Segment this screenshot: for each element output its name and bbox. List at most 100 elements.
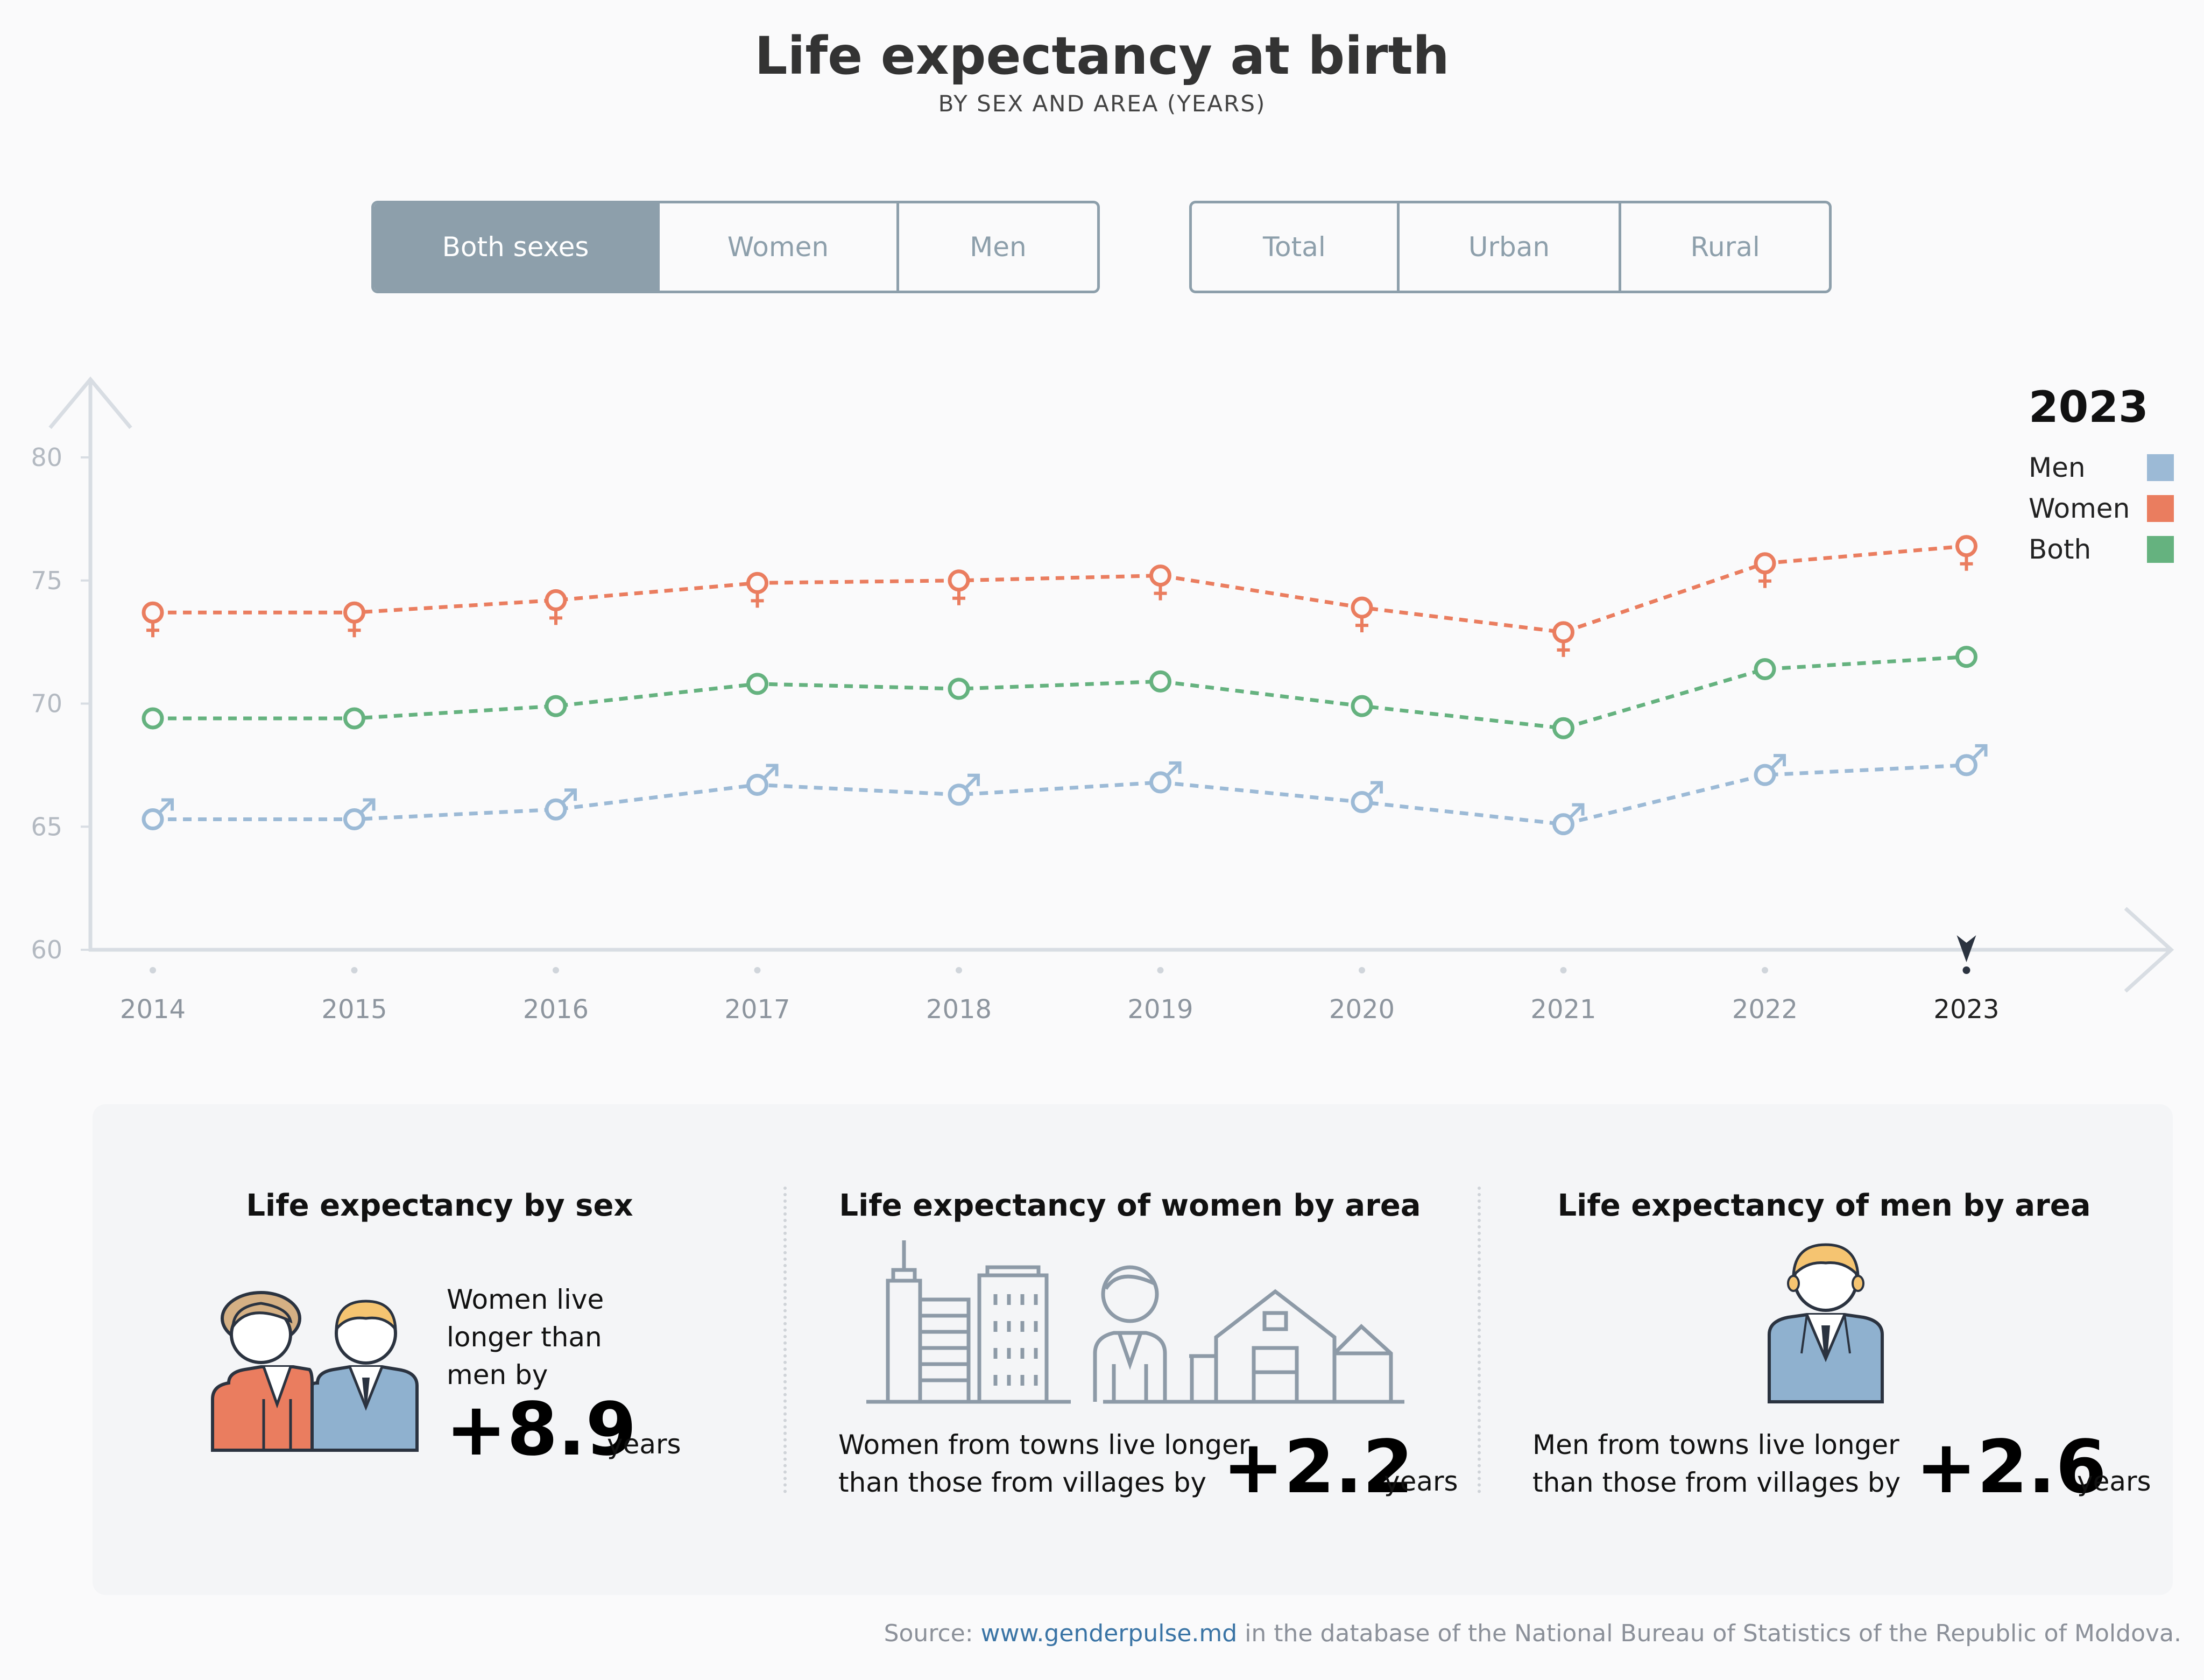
card-men-area-text: Men from towns live longer than those fr… xyxy=(1532,1426,1901,1501)
filter-rural-button[interactable]: Rural xyxy=(1619,203,1829,291)
data-point-women xyxy=(1754,552,1776,588)
male-symbol-stem xyxy=(158,800,173,814)
x-tick-dot xyxy=(553,967,559,973)
point-marker xyxy=(343,601,365,624)
male-symbol-stem xyxy=(561,790,576,804)
x-tick-label: 2022 xyxy=(1732,994,1798,1025)
male-symbol-arrow xyxy=(363,798,376,811)
x-tick-label: 2016 xyxy=(523,994,589,1025)
card-sex-text: Women live longer than men by xyxy=(447,1281,604,1394)
x-tick-label: 2017 xyxy=(724,994,790,1025)
card-women-area-title: Life expectancy of women by area xyxy=(839,1188,1421,1223)
point-marker xyxy=(746,673,768,695)
data-point-both xyxy=(948,677,970,700)
x-axis-arrow xyxy=(2124,907,2174,993)
male-symbol-stem xyxy=(359,800,374,814)
data-point-both xyxy=(343,707,365,730)
x-tick-label: 2019 xyxy=(1127,994,1193,1025)
card-women-area-unit: years xyxy=(1384,1466,1458,1497)
y-tick-label: 65 xyxy=(31,812,62,841)
y-tick-label: 70 xyxy=(31,689,62,718)
male-symbol-arrow xyxy=(766,764,779,777)
x-tick-label: 2014 xyxy=(120,994,186,1025)
card-sex-unit: years xyxy=(607,1429,681,1460)
panel-divider xyxy=(1478,1187,1481,1493)
point-marker xyxy=(1351,596,1373,619)
point-marker xyxy=(746,773,768,796)
series-line-both xyxy=(153,655,1967,730)
x-tick-label: 2018 xyxy=(926,994,992,1025)
male-symbol-stem xyxy=(1367,782,1382,797)
data-point-men xyxy=(746,764,779,796)
data-point-both xyxy=(1955,646,1977,668)
card-women-area-text-line: than those from villages by xyxy=(838,1467,1207,1498)
male-symbol-stem xyxy=(1972,745,1986,760)
point-marker xyxy=(343,808,365,831)
panel-divider xyxy=(783,1187,787,1493)
woman-and-man-icon xyxy=(211,1291,419,1452)
source-link[interactable]: www.genderpulse.md xyxy=(980,1620,1238,1647)
male-symbol-stem xyxy=(964,775,979,789)
male-symbol-arrow xyxy=(1169,761,1182,774)
y-axis-arrow xyxy=(48,376,132,429)
data-point-women xyxy=(948,569,970,605)
data-point-women xyxy=(746,571,768,608)
data-point-men xyxy=(1149,761,1182,794)
legend-swatch-men xyxy=(2147,454,2174,481)
x-tick-dot xyxy=(1560,967,1567,973)
x-tick-dot xyxy=(351,967,358,973)
point-marker xyxy=(142,707,164,730)
data-point-men xyxy=(948,773,980,806)
chart-title: Life expectancy at birth xyxy=(754,26,1450,86)
point-marker xyxy=(142,808,164,831)
card-women-area-value: +2.2 xyxy=(1223,1425,1414,1510)
male-symbol-arrow xyxy=(1371,781,1383,794)
male-symbol-stem xyxy=(1569,804,1583,819)
filter-men-button[interactable]: Men xyxy=(896,203,1097,291)
filter-both-sexes-button[interactable]: Both sexes xyxy=(374,203,658,291)
x-tick-dot xyxy=(1157,967,1164,973)
data-point-men xyxy=(1552,803,1585,836)
point-marker xyxy=(1754,552,1776,575)
y-tick-label: 75 xyxy=(31,566,62,595)
point-marker xyxy=(545,589,567,611)
series-line-men xyxy=(153,763,1967,827)
card-sex-text-line: men by xyxy=(447,1359,548,1390)
point-marker xyxy=(1552,717,1574,739)
filter-urban-button[interactable]: Urban xyxy=(1396,203,1619,291)
x-tick-dot xyxy=(1762,967,1768,973)
data-point-women xyxy=(1552,621,1574,657)
data-point-women xyxy=(1149,564,1171,601)
x-tick-dot xyxy=(1962,966,1970,974)
point-marker xyxy=(1351,791,1373,813)
male-symbol-arrow xyxy=(1975,744,1988,757)
data-point-women xyxy=(1351,596,1373,633)
legend-label-both: Both xyxy=(2029,534,2092,565)
legend-item-women: Women xyxy=(2029,493,2174,525)
x-tick-dot xyxy=(754,967,761,973)
male-symbol-arrow xyxy=(564,788,577,801)
legend-label-women: Women xyxy=(2029,493,2130,524)
card-women-area-text-line: Women from towns live longer xyxy=(838,1429,1250,1460)
selected-year-marker xyxy=(1956,935,1976,962)
data-point-women xyxy=(1955,535,1977,571)
x-tick-dot xyxy=(150,967,156,973)
point-marker xyxy=(1351,695,1373,717)
card-men-area-text-line: than those from villages by xyxy=(1532,1467,1901,1498)
point-marker xyxy=(948,783,970,806)
filter-women-button[interactable]: Women xyxy=(657,203,896,291)
point-marker xyxy=(1754,764,1776,786)
filter-total-button[interactable]: Total xyxy=(1262,231,1326,263)
x-tick-dot xyxy=(956,967,962,973)
source-suffix: in the database of the National Bureau o… xyxy=(1237,1620,2181,1647)
card-sex-title: Life expectancy by sex xyxy=(246,1188,633,1223)
man-icon xyxy=(1768,1243,1884,1403)
legend-swatch-both xyxy=(2147,536,2174,563)
city-and-village-icon xyxy=(866,1240,1404,1404)
data-point-both xyxy=(1552,717,1574,739)
x-tick-label: 2023 xyxy=(1933,994,1999,1025)
x-tick-label: 2021 xyxy=(1530,994,1596,1025)
male-symbol-arrow xyxy=(161,798,174,811)
data-point-men xyxy=(343,798,376,831)
data-point-both xyxy=(545,695,567,717)
